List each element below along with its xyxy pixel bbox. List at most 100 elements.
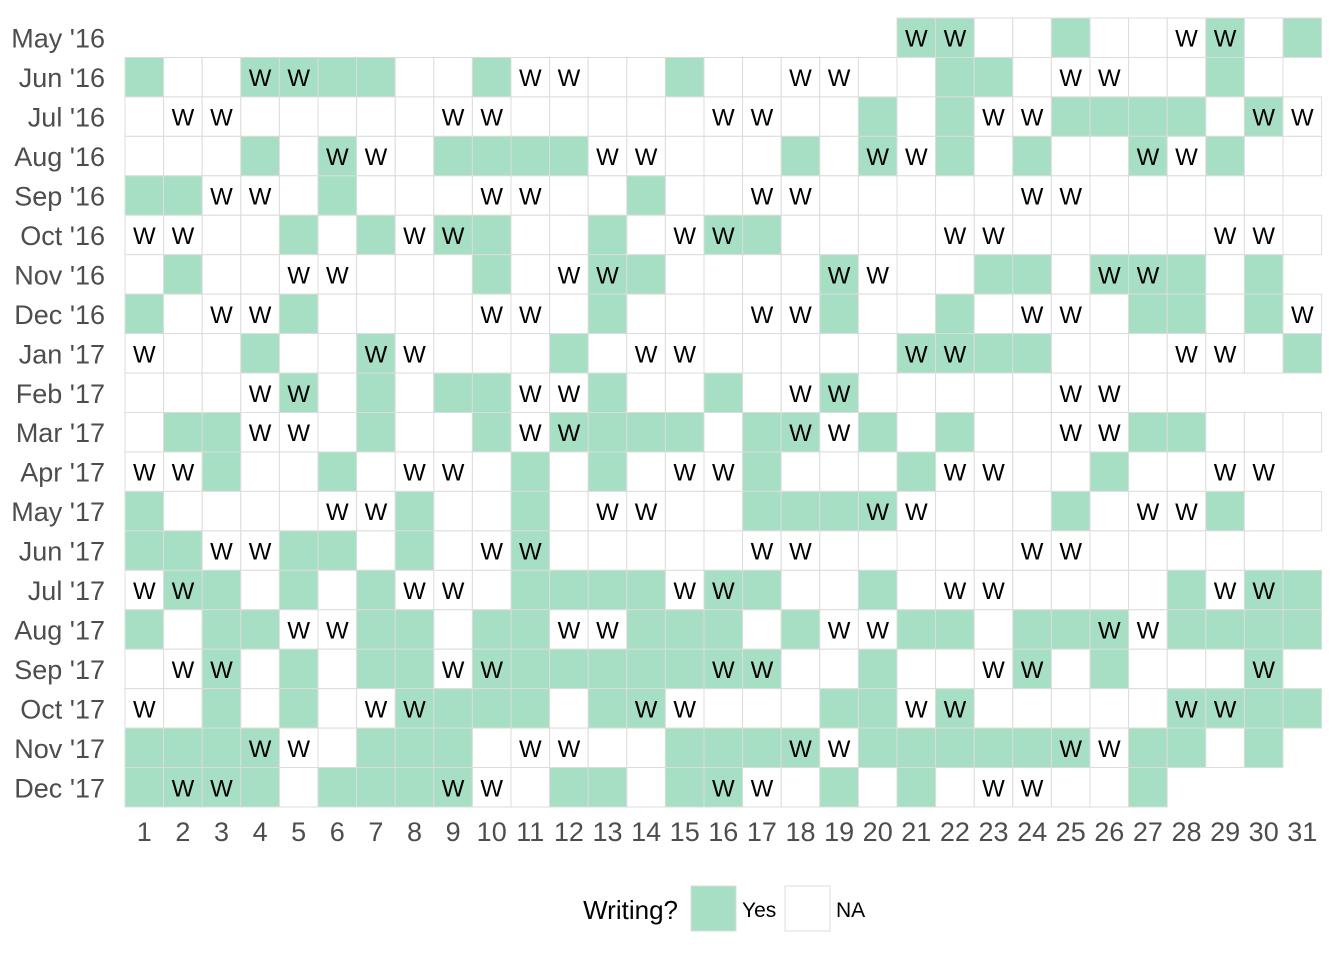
tile xyxy=(1012,727,1052,769)
tile xyxy=(703,293,744,335)
tile xyxy=(935,451,975,492)
tile xyxy=(1089,175,1130,216)
tile xyxy=(471,56,512,98)
weekend-marker: W xyxy=(403,578,426,605)
tile xyxy=(240,569,280,611)
weekend-marker: W xyxy=(944,223,967,250)
tile xyxy=(587,727,628,769)
tile xyxy=(433,214,473,256)
tile xyxy=(433,135,473,177)
day-label: 8 xyxy=(407,817,422,847)
tile xyxy=(1243,135,1284,177)
tile xyxy=(278,609,319,650)
tile xyxy=(1128,530,1168,571)
weekend-marker: W xyxy=(635,696,658,723)
tile xyxy=(1012,56,1052,98)
tile xyxy=(356,727,396,769)
weekend-labels-layer: W W W WW W W W W W W WW W W W W W W W W WW W W W W W W WW W W W W W W WW W… xyxy=(133,26,1314,803)
weekend-marker: W xyxy=(1291,302,1314,329)
legend-swatch-yes xyxy=(690,885,737,932)
weekend-marker: W xyxy=(1252,657,1275,684)
tile xyxy=(1012,609,1052,650)
weekend-marker: W xyxy=(944,460,967,487)
tile xyxy=(1282,293,1323,335)
weekend-marker: W xyxy=(558,262,581,289)
tile xyxy=(819,688,859,729)
tile xyxy=(1128,96,1168,137)
weekend-marker: W xyxy=(403,341,426,368)
tile xyxy=(1012,490,1052,532)
tile xyxy=(356,214,396,256)
tile xyxy=(587,490,628,532)
tile xyxy=(163,569,203,611)
tile xyxy=(742,490,782,532)
tile xyxy=(1012,767,1052,808)
tile xyxy=(163,727,203,769)
tile xyxy=(626,490,666,532)
month-labels-layer: May '16 Jun '16 Jul '16 Aug '16 Sep '16 Oct '… xyxy=(11,24,105,804)
tile xyxy=(240,412,280,453)
tile xyxy=(201,96,242,137)
month-label: May '17 xyxy=(11,497,105,527)
month-label: Aug '17 xyxy=(14,615,105,645)
day-labels-layer: 1 2 3 4 5 6 7 8 9 10 11 12 13 14 15 16 17 18 19 20 21 22 23 24 2… xyxy=(137,817,1318,847)
tile xyxy=(819,767,859,808)
tile xyxy=(394,254,435,295)
tile xyxy=(857,451,898,492)
tile xyxy=(240,530,280,571)
tile xyxy=(935,569,975,611)
tile xyxy=(433,688,473,729)
tile xyxy=(857,767,898,808)
tile xyxy=(935,56,975,98)
tile xyxy=(201,490,242,532)
tile xyxy=(703,96,744,137)
tile xyxy=(587,451,628,492)
tile xyxy=(1205,175,1245,216)
weekend-marker: W xyxy=(558,381,581,408)
tile xyxy=(356,609,396,650)
tile xyxy=(1050,569,1091,611)
weekend-marker: W xyxy=(635,499,658,526)
weekend-marker: W xyxy=(982,105,1005,132)
weekend-marker: W xyxy=(558,420,581,447)
tile xyxy=(356,530,396,571)
tile xyxy=(1205,214,1245,256)
tile xyxy=(163,412,203,453)
tile xyxy=(1128,175,1168,216)
month-label: Sep '17 xyxy=(14,655,105,685)
weekend-marker: W xyxy=(828,262,851,289)
tile xyxy=(857,175,898,216)
tile xyxy=(510,648,551,690)
weekend-marker: W xyxy=(1214,223,1237,250)
tile xyxy=(703,372,744,413)
tile xyxy=(626,767,666,808)
tile xyxy=(780,767,821,808)
weekend-marker: W xyxy=(519,420,542,447)
weekend-marker: W xyxy=(905,499,928,526)
tile xyxy=(278,293,319,335)
tile xyxy=(510,569,551,611)
tile xyxy=(1166,569,1207,611)
tile xyxy=(1128,56,1168,98)
tile xyxy=(664,333,705,374)
month-label: Sep '16 xyxy=(14,182,105,212)
tile xyxy=(240,214,280,256)
weekend-marker: W xyxy=(673,696,696,723)
tile xyxy=(1166,451,1207,492)
tile xyxy=(1243,648,1284,690)
tile xyxy=(356,333,396,374)
weekend-marker: W xyxy=(1137,499,1160,526)
tile xyxy=(1089,214,1130,256)
tile xyxy=(935,530,975,571)
tile xyxy=(664,96,705,137)
tile xyxy=(587,333,628,374)
tile xyxy=(510,372,551,413)
weekend-marker: W xyxy=(480,184,503,211)
legend: Writing? Yes NA xyxy=(583,885,865,932)
tile xyxy=(857,56,898,98)
weekend-marker: W xyxy=(287,262,310,289)
weekend-marker: W xyxy=(1252,105,1275,132)
tile xyxy=(626,175,666,216)
tile xyxy=(703,569,744,611)
tile xyxy=(973,569,1014,611)
